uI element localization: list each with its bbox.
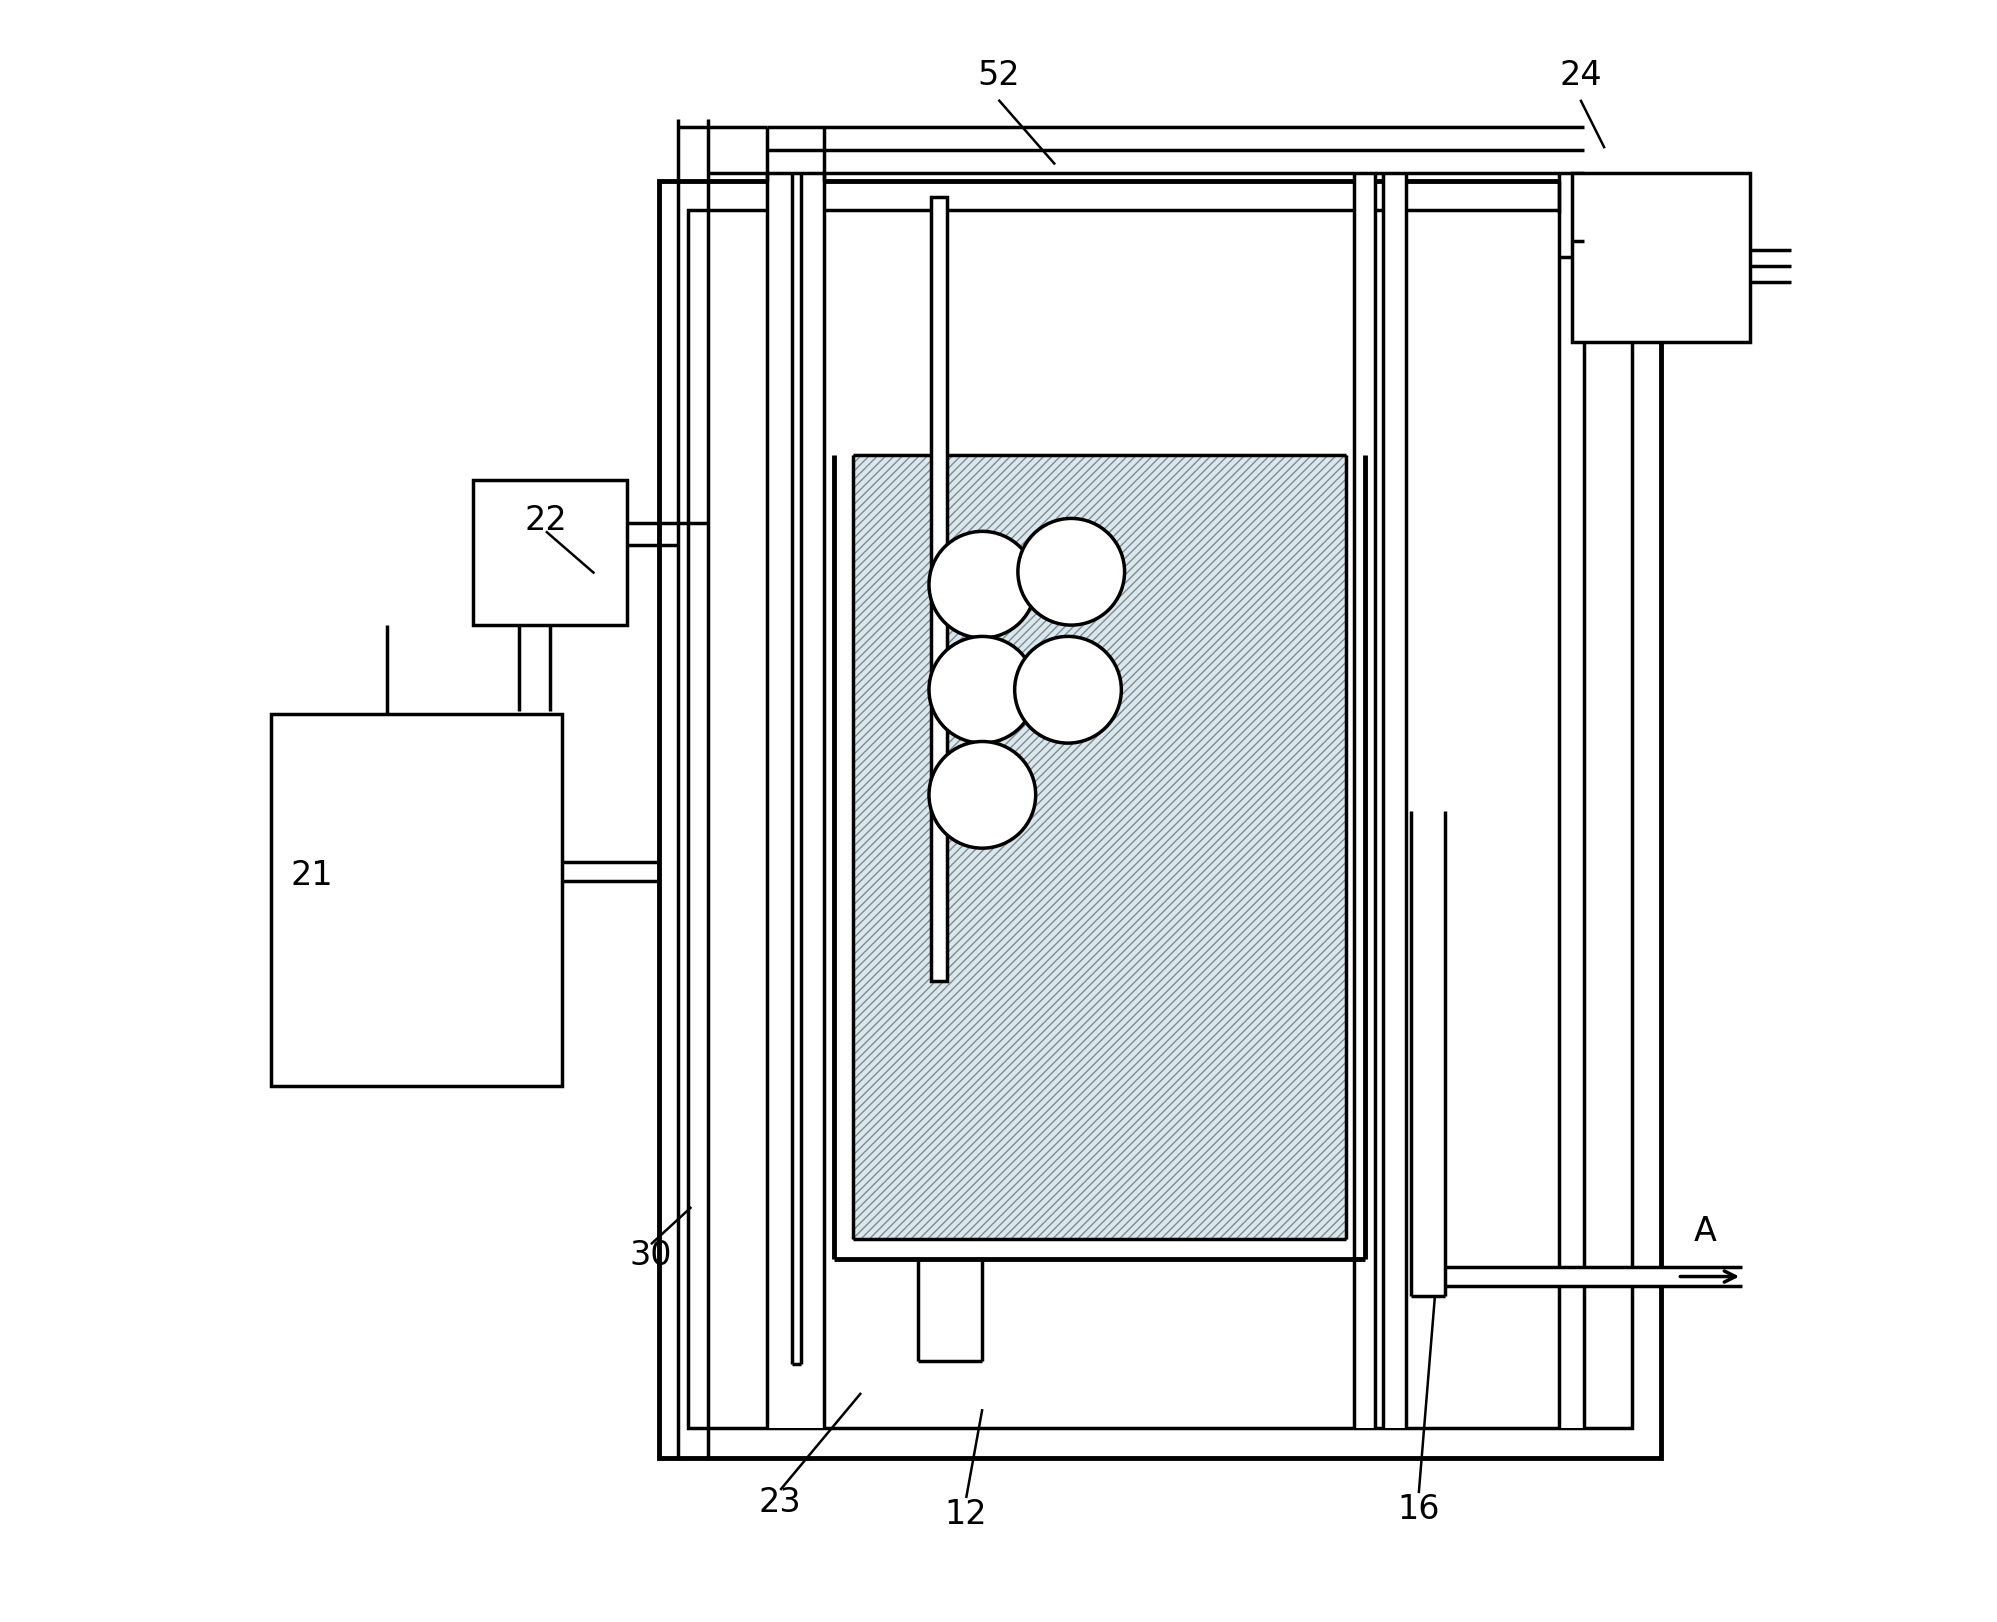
Text: 21: 21 <box>290 860 333 892</box>
Text: 16: 16 <box>1398 1492 1440 1526</box>
Text: 22: 22 <box>525 503 567 537</box>
Bar <box>1384 172 1406 1429</box>
Bar <box>767 120 1584 172</box>
Text: 24: 24 <box>1560 58 1602 92</box>
Bar <box>853 456 1346 1239</box>
Circle shape <box>929 532 1036 637</box>
Bar <box>473 480 627 624</box>
Text: 23: 23 <box>759 1486 801 1520</box>
Bar <box>1444 1267 1741 1286</box>
Bar <box>1572 172 1749 342</box>
Bar <box>659 180 1662 1458</box>
Bar <box>689 209 1632 1429</box>
Circle shape <box>929 636 1036 743</box>
Text: A: A <box>1693 1215 1717 1247</box>
Circle shape <box>1018 519 1124 624</box>
Bar <box>1560 172 1584 1429</box>
Bar <box>1354 172 1376 1429</box>
Bar <box>767 172 825 1429</box>
Circle shape <box>929 741 1036 848</box>
Bar <box>931 196 947 981</box>
Text: 12: 12 <box>945 1497 987 1531</box>
Bar <box>1410 811 1444 1296</box>
Text: 52: 52 <box>977 58 1020 92</box>
Bar <box>272 714 561 1085</box>
Text: 30: 30 <box>629 1239 673 1272</box>
Circle shape <box>1014 636 1122 743</box>
